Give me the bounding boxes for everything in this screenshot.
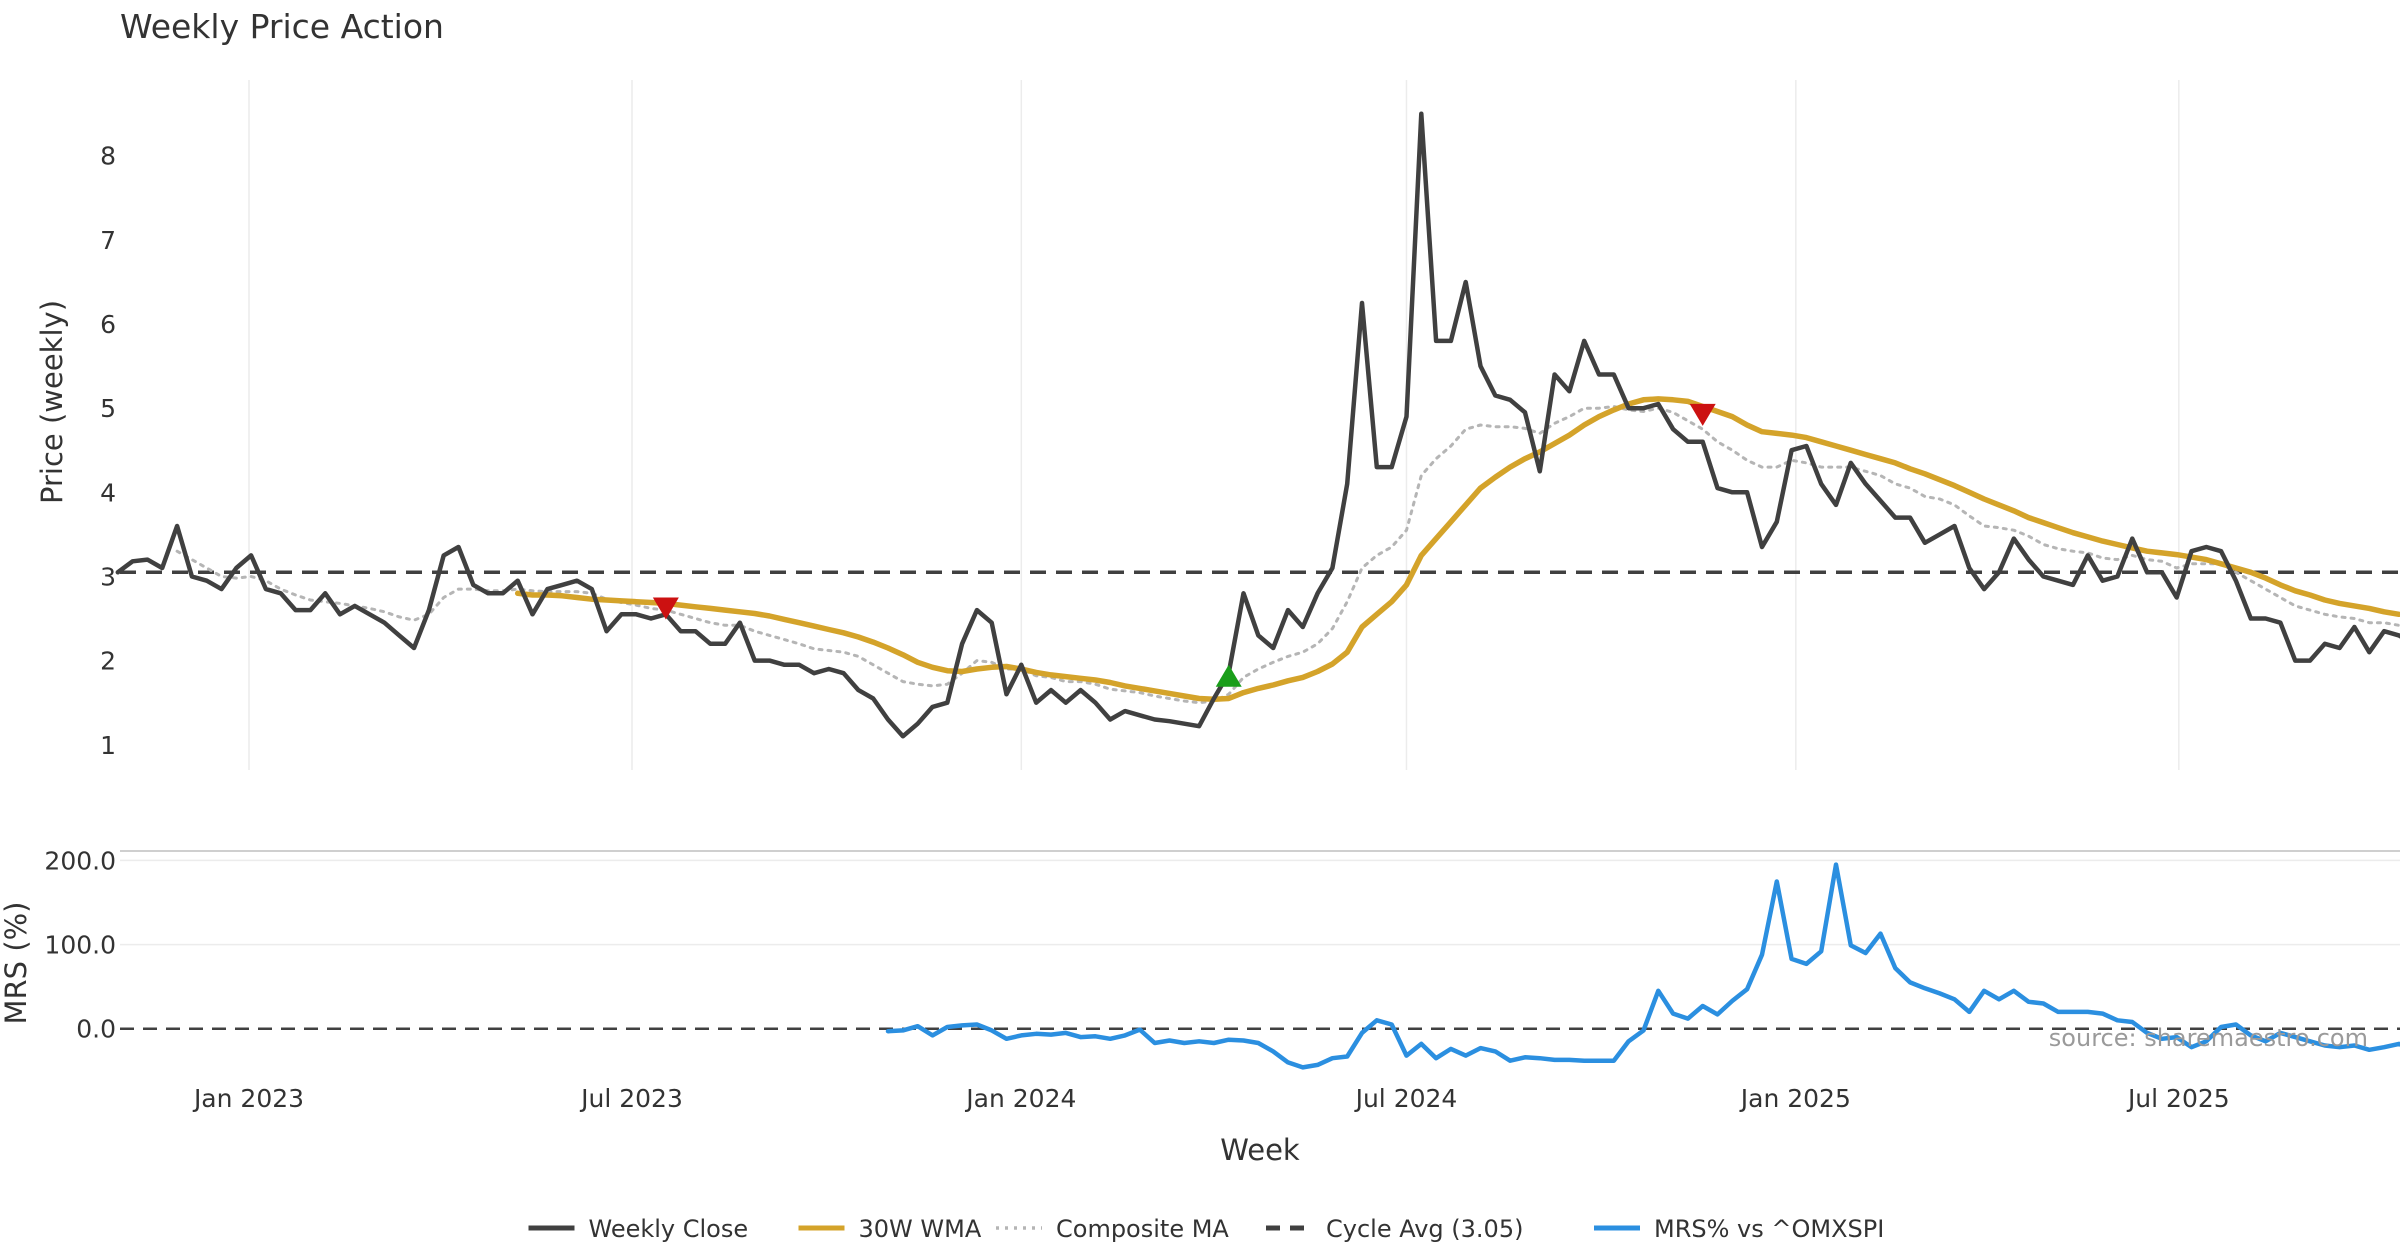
legend-item-weekly-close: Weekly Close bbox=[528, 1215, 749, 1243]
legend-label-weekly-close: Weekly Close bbox=[589, 1215, 749, 1243]
signal-markers bbox=[652, 403, 1716, 687]
series-mrs-vs-omxspi bbox=[885, 862, 2400, 1070]
price-y-tick-1: 1 bbox=[100, 731, 116, 760]
price-y-tick-8: 8 bbox=[100, 142, 116, 171]
price-panel-grid bbox=[248, 80, 2180, 770]
price-y-tick-6: 6 bbox=[100, 310, 116, 339]
series-weekly-close bbox=[115, 111, 2400, 739]
sell-signal-marker-2 bbox=[1689, 403, 1716, 426]
legend-label-30w-wma: 30W WMA bbox=[859, 1215, 982, 1243]
x-tick-labels: Jan 2023 Jul 2023 Jan 2024 Jul 2024 Jan 2025… bbox=[192, 1084, 2230, 1113]
legend-label-mrs-vs-omxspi: MRS% vs ^OMXSPI bbox=[1654, 1215, 1884, 1243]
buy-signal-marker-1 bbox=[1215, 664, 1242, 687]
legend-label-composite-ma: Composite MA bbox=[1056, 1215, 1229, 1243]
x-tick-jan-2023: Jan 2023 bbox=[192, 1084, 304, 1113]
legend-item-cycle-avg-3-05: Cycle Avg (3.05) bbox=[1266, 1215, 1523, 1243]
mrs-series bbox=[120, 862, 2400, 1070]
mrs-panel-grid bbox=[120, 859, 2400, 946]
price-y-tick-7: 7 bbox=[100, 226, 116, 255]
sell-signal-marker-0 bbox=[652, 597, 679, 620]
x-axis-label: Week bbox=[1220, 1133, 1300, 1167]
mrs-y-tick-labels: 0.0 100.0 200.0 bbox=[44, 846, 116, 1043]
legend: Weekly Close 30W WMA Composite MA Cycle Avg… bbox=[528, 1215, 1884, 1243]
mrs-y-axis-label: MRS (%) bbox=[0, 902, 33, 1025]
price-y-axis-label: Price (weekly) bbox=[35, 300, 69, 504]
mrs-y-tick-0: 0.0 bbox=[76, 1015, 116, 1044]
legend-item-30w-wma: 30W WMA bbox=[798, 1215, 982, 1243]
series-30w-wma bbox=[514, 396, 2400, 703]
mrs-y-tick-100: 100.0 bbox=[44, 931, 116, 960]
price-y-tick-labels: 1 2 3 4 5 6 7 8 bbox=[100, 142, 116, 760]
legend-label-cycle-avg-3-05: Cycle Avg (3.05) bbox=[1326, 1215, 1523, 1243]
price-y-tick-2: 2 bbox=[100, 647, 116, 676]
x-tick-jul-2024: Jul 2024 bbox=[1354, 1084, 1458, 1113]
x-tick-jul-2023: Jul 2023 bbox=[579, 1084, 683, 1113]
x-tick-jul-2025: Jul 2025 bbox=[2126, 1084, 2230, 1113]
legend-item-mrs-vs-omxspi: MRS% vs ^OMXSPI bbox=[1594, 1215, 1884, 1243]
x-tick-jan-2025: Jan 2025 bbox=[1739, 1084, 1851, 1113]
legend-item-composite-ma: Composite MA bbox=[996, 1215, 1229, 1243]
mrs-y-tick-200: 200.0 bbox=[44, 846, 116, 875]
price-series bbox=[115, 111, 2400, 739]
price-y-tick-3: 3 bbox=[100, 562, 116, 591]
x-tick-jan-2024: Jan 2024 bbox=[964, 1084, 1076, 1113]
price-y-tick-5: 5 bbox=[100, 394, 116, 423]
series-composite-ma bbox=[175, 405, 2400, 705]
price-y-tick-4: 4 bbox=[100, 478, 116, 507]
source-annotation: source: sharemaestro.com bbox=[2049, 1024, 2368, 1052]
chart-title: Weekly Price Action bbox=[120, 7, 444, 46]
